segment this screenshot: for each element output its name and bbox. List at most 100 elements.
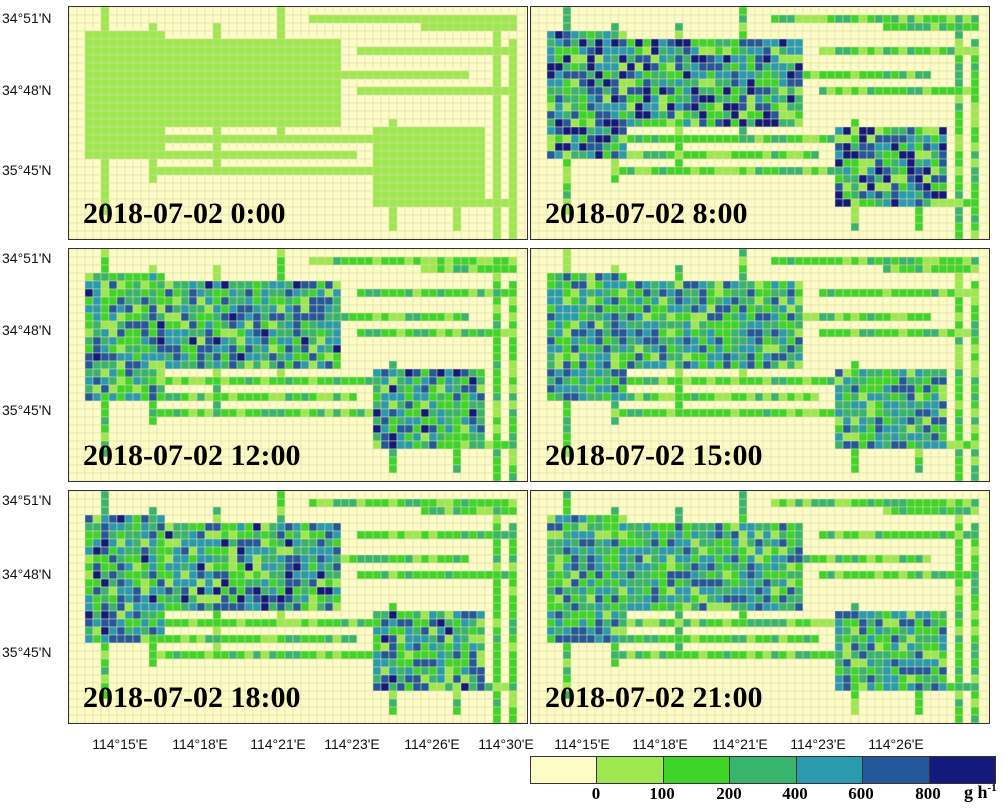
grid-cell [388,38,398,48]
grid-cell [850,118,860,128]
grid-cell [866,230,876,239]
grid-cell [492,46,502,56]
grid-cell [69,150,78,160]
grid-cell [340,142,350,152]
grid-cell [554,110,564,120]
grid-cell [108,304,118,314]
grid-cell [380,344,390,354]
grid-cell [484,198,494,208]
grid-cell [516,158,526,168]
grid-cell [938,62,948,72]
grid-cell [468,7,478,16]
grid-cell [69,448,78,458]
grid-cell [634,14,644,24]
grid-cell [292,174,302,184]
grid-cell [412,134,422,144]
grid-cell [284,296,294,306]
grid-cell [276,304,286,314]
grid-cell [140,424,150,434]
grid-cell [69,134,78,144]
grid-cell [92,158,102,168]
grid-cell [404,102,414,112]
grid-cell [236,272,246,282]
grid-cell [962,22,972,32]
grid-cell [300,134,310,144]
grid-cell [930,110,940,120]
grid-cell [76,472,86,481]
grid-cell [388,296,398,306]
grid-cell [276,230,286,239]
grid-cell [364,472,374,481]
grid-cell [332,174,342,184]
grid-cell [276,118,286,128]
grid-cell [914,46,924,56]
grid-cell [922,94,932,104]
grid-cell [508,166,518,176]
grid-cell [842,214,852,224]
grid-cell [372,272,382,282]
grid-cell [500,30,510,40]
grid-cell [204,182,214,192]
grid-cell [132,78,142,88]
grid-cell [834,54,844,64]
grid-cell [460,256,470,266]
grid-cell [252,296,262,306]
grid-cell [970,134,980,144]
grid-cell [460,312,470,322]
grid-cell [810,126,820,136]
grid-cell [938,110,948,120]
grid-cell [252,70,262,80]
grid-cell [634,126,644,136]
grid-cell [220,249,230,258]
grid-cell [516,288,526,298]
grid-cell [874,78,884,88]
grid-cell [826,22,836,32]
grid-cell [500,472,510,481]
grid-cell [268,424,278,434]
grid-cell [300,400,310,410]
grid-cell [610,78,620,88]
grid-cell [220,70,230,80]
grid-cell [850,182,860,192]
grid-cell [340,288,350,298]
grid-cell [356,222,366,232]
grid-cell [954,166,964,176]
grid-cell [196,272,206,282]
grid-cell [436,230,446,239]
grid-cell [810,38,820,48]
grid-cell [516,336,526,346]
grid-cell [500,456,510,466]
grid-cell [484,384,494,394]
grid-cell [332,166,342,176]
grid-cell [116,94,126,104]
grid-cell [356,7,366,16]
grid-cell [484,472,494,481]
grid-cell [244,424,254,434]
grid-cell [204,296,214,306]
grid-cell [324,78,334,88]
grid-cell [332,7,342,16]
grid-cell [698,118,708,128]
grid-cell [531,142,540,152]
grid-cell [890,214,900,224]
grid-cell [204,14,214,24]
grid-cell [196,368,206,378]
grid-cell [276,256,286,266]
grid-cell [292,158,302,168]
grid-cell [468,46,478,56]
grid-cell [602,14,612,24]
grid-cell [978,94,988,104]
grid-cell [436,456,446,466]
grid-cell [284,14,294,24]
grid-cell [946,86,956,96]
grid-cell [962,198,972,208]
grid-cell [962,118,972,128]
grid-cell [100,30,110,40]
grid-cell [236,110,246,120]
grid-cell [244,150,254,160]
grid-cell [116,7,126,16]
grid-cell [666,134,676,144]
grid-cell [356,46,366,56]
grid-cell [356,320,366,330]
grid-cell [276,94,286,104]
